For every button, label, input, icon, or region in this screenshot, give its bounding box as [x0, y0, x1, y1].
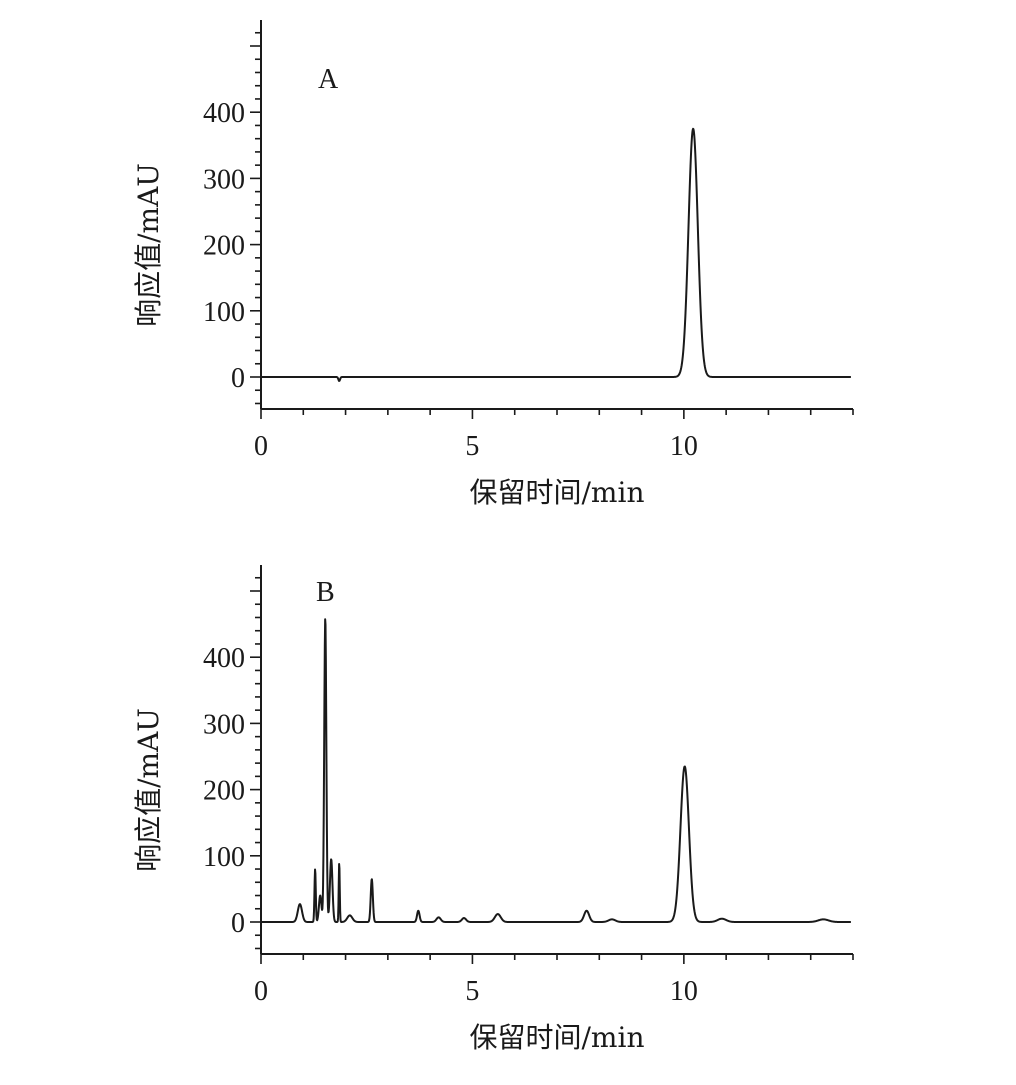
y-tick-label: 100 [203, 842, 245, 873]
y-tick-label: 400 [203, 98, 245, 129]
panel-label: B [316, 577, 335, 608]
y-axis-title: 响应值/mAU [132, 163, 165, 327]
y-tick-label: 300 [203, 709, 245, 740]
chromatogram-panel-b: 0 100 200 300 400 0 5 10 保留时间/min 响应值/mAU B [0, 545, 1016, 1085]
panel-label: A [318, 64, 339, 95]
y-tick-label: 0 [231, 363, 245, 394]
y-tick-label: 400 [203, 643, 245, 674]
x-axis-title: 保留时间/min [470, 476, 645, 509]
x-tick-label: 0 [254, 976, 268, 1007]
y-axis-title: 响应值/mAU [132, 708, 165, 872]
chart-svg-b: 0 100 200 300 400 0 5 10 保留时间/min 响应值/mAU B [0, 545, 1016, 1085]
y-tick-label: 300 [203, 164, 245, 195]
x-tick-label: 5 [465, 976, 479, 1007]
x-tick-label: 10 [670, 976, 698, 1007]
chromatogram-panel-a: 0 100 200 300 400 0 5 10 保留时间/min 响应值/mAU A [0, 0, 1016, 540]
chart-svg-a: 0 100 200 300 400 0 5 10 保留时间/min 响应值/mAU A [0, 0, 1016, 540]
chromatogram-trace [261, 129, 851, 381]
x-tick-label: 10 [670, 431, 698, 462]
y-tick-label: 200 [203, 231, 245, 262]
x-tick-label: 0 [254, 431, 268, 462]
y-tick-label: 100 [203, 297, 245, 328]
y-tick-label: 200 [203, 776, 245, 807]
y-tick-label: 0 [231, 908, 245, 939]
chromatogram-trace [261, 619, 851, 922]
x-axis-title: 保留时间/min [470, 1021, 645, 1054]
x-tick-label: 5 [465, 431, 479, 462]
